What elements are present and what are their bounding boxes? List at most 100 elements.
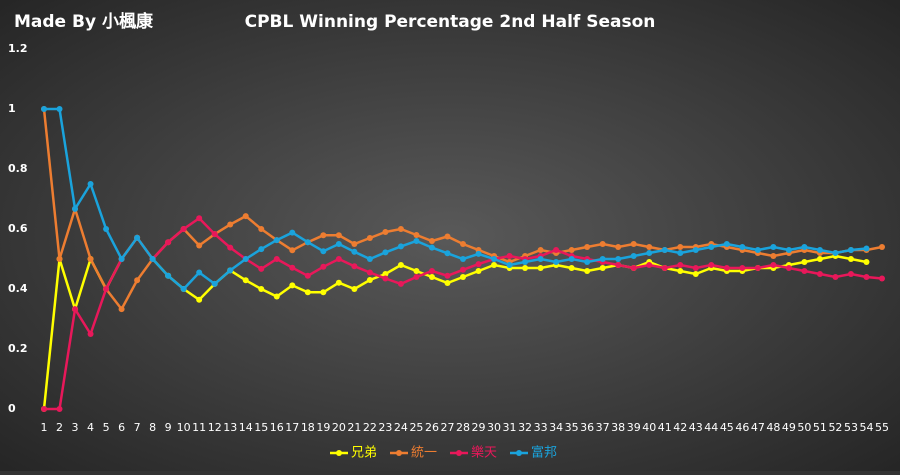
x-tick-label: 14 bbox=[239, 421, 253, 434]
x-tick-label: 1 bbox=[41, 421, 48, 434]
x-tick-label: 9 bbox=[165, 421, 172, 434]
point bbox=[630, 265, 637, 271]
x-tick-label: 2 bbox=[56, 421, 63, 434]
point bbox=[335, 256, 342, 262]
point bbox=[242, 213, 249, 220]
x-tick-label: 55 bbox=[875, 421, 889, 434]
point bbox=[289, 282, 296, 289]
x-tick-label: 48 bbox=[766, 421, 780, 434]
point bbox=[242, 256, 249, 262]
point bbox=[584, 259, 591, 265]
x-tick-label: 52 bbox=[828, 421, 842, 434]
x-tick-label: 27 bbox=[440, 421, 454, 434]
point bbox=[770, 262, 777, 268]
x-tick-label: 13 bbox=[223, 421, 237, 434]
x-tick-label: 20 bbox=[332, 421, 346, 434]
point bbox=[103, 226, 110, 232]
point bbox=[460, 274, 466, 280]
point bbox=[87, 181, 94, 187]
point bbox=[397, 243, 404, 250]
point bbox=[522, 265, 529, 271]
x-tick-label: 21 bbox=[347, 421, 361, 434]
point bbox=[754, 247, 761, 253]
point bbox=[708, 244, 715, 250]
point bbox=[460, 241, 466, 247]
point bbox=[723, 265, 730, 271]
point bbox=[692, 247, 699, 253]
point bbox=[630, 253, 637, 259]
point bbox=[832, 250, 839, 256]
point bbox=[460, 256, 466, 262]
point bbox=[692, 265, 699, 271]
legend-marker bbox=[516, 450, 522, 456]
point bbox=[41, 106, 47, 112]
point bbox=[289, 264, 296, 271]
x-tick-label: 40 bbox=[642, 421, 656, 434]
point bbox=[506, 262, 513, 268]
point bbox=[304, 272, 311, 279]
point bbox=[491, 262, 498, 268]
point bbox=[180, 286, 187, 292]
point bbox=[506, 253, 513, 259]
point bbox=[785, 247, 792, 253]
point bbox=[646, 244, 653, 250]
point bbox=[196, 296, 203, 303]
point bbox=[320, 263, 327, 270]
point bbox=[413, 268, 420, 274]
x-tick-label: 4 bbox=[87, 421, 94, 434]
point bbox=[227, 221, 234, 228]
point bbox=[320, 289, 327, 296]
point bbox=[351, 241, 358, 247]
point bbox=[677, 268, 684, 274]
point bbox=[304, 289, 311, 296]
x-tick-label: 36 bbox=[580, 421, 594, 434]
point bbox=[599, 256, 606, 262]
point bbox=[801, 244, 808, 250]
x-tick-label: 51 bbox=[813, 421, 827, 434]
point bbox=[615, 262, 622, 268]
point bbox=[491, 256, 498, 262]
x-tick-label: 29 bbox=[472, 421, 486, 434]
x-tick-label: 41 bbox=[658, 421, 672, 434]
point bbox=[754, 265, 761, 271]
x-tick-label: 32 bbox=[518, 421, 532, 434]
point bbox=[615, 244, 622, 250]
point bbox=[801, 259, 808, 265]
x-tick-label: 37 bbox=[596, 421, 610, 434]
point bbox=[413, 274, 420, 280]
point bbox=[413, 238, 420, 244]
point bbox=[723, 241, 730, 247]
point bbox=[428, 244, 435, 251]
point bbox=[211, 280, 218, 287]
point bbox=[72, 205, 79, 212]
x-tick-label: 43 bbox=[689, 421, 703, 434]
x-tick-label: 16 bbox=[270, 421, 284, 434]
point bbox=[522, 259, 529, 265]
point bbox=[847, 271, 854, 277]
point bbox=[677, 262, 684, 268]
x-tick-label: 26 bbox=[425, 421, 439, 434]
x-tick-label: 3 bbox=[72, 421, 79, 434]
point bbox=[428, 238, 435, 244]
point bbox=[646, 250, 653, 256]
point bbox=[351, 263, 358, 270]
point bbox=[382, 271, 389, 277]
chart-title: CPBL Winning Percentage 2nd Half Season bbox=[245, 12, 656, 32]
y-tick-label: 0.8 bbox=[8, 162, 28, 175]
point bbox=[801, 268, 808, 274]
point bbox=[630, 241, 637, 247]
point bbox=[366, 256, 373, 262]
x-tick-label: 47 bbox=[751, 421, 765, 434]
point bbox=[816, 256, 823, 262]
point bbox=[661, 247, 668, 253]
point bbox=[87, 331, 94, 337]
point bbox=[165, 272, 172, 279]
legend-marker bbox=[396, 450, 402, 456]
x-tick-label: 15 bbox=[254, 421, 268, 434]
point bbox=[56, 106, 63, 112]
point bbox=[661, 265, 668, 271]
point bbox=[863, 274, 870, 280]
point bbox=[397, 262, 404, 268]
point bbox=[879, 275, 885, 282]
point bbox=[428, 268, 435, 274]
